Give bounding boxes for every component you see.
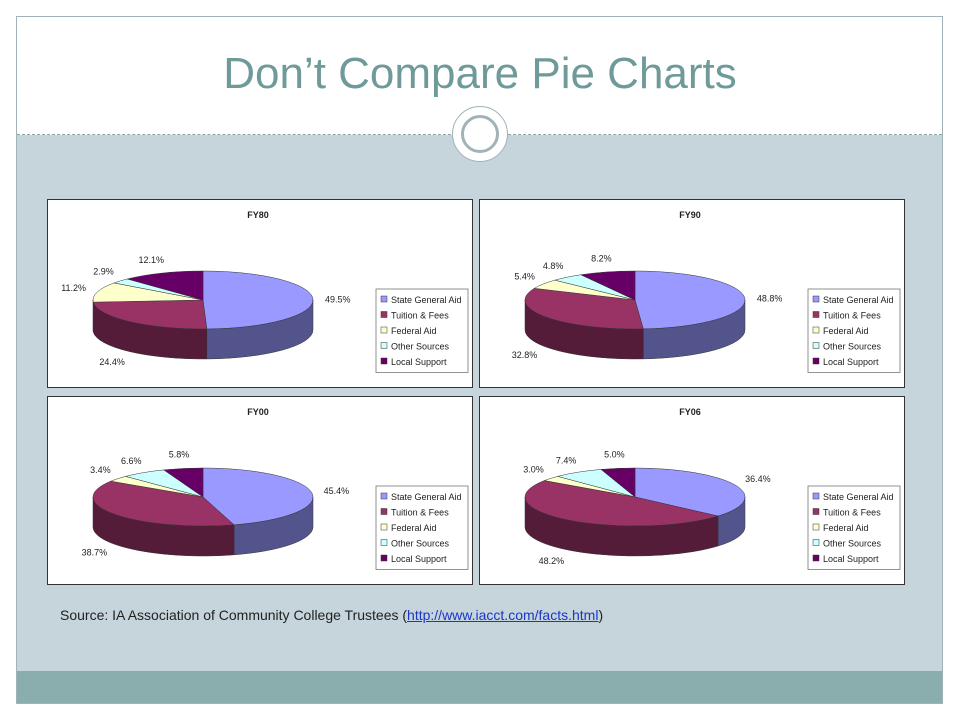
legend xyxy=(807,288,901,373)
legend-swatch-state-general-aid xyxy=(380,492,388,500)
pie-chart-fy90: FY90 48.8% 32.8% 5.4% 4.8% 8.2% State General … xyxy=(512,210,901,373)
data-label-local-support: 8.2% xyxy=(591,253,612,263)
pie-slice-local-support xyxy=(600,467,636,498)
pie-slice-state-general-aid xyxy=(634,270,746,330)
pie-chart-fy00: FY00 45.4% 38.7% 3.4% 6.6% 5.8% State General … xyxy=(82,407,469,570)
chart-panel-fy80: FY80 49.5% 24.4% 11.2% 2.9% 12.1% State Genera… xyxy=(47,199,473,388)
data-label-state-general-aid: 36.4% xyxy=(745,474,771,484)
legend-swatch-federal-aid xyxy=(812,326,820,334)
legend-entry-tuition-fees: Tuition & Fees xyxy=(391,311,449,321)
chart-title: FY80 xyxy=(247,210,269,220)
data-label-federal-aid: 5.4% xyxy=(514,271,535,281)
chart-panel-fy00: FY00 45.4% 38.7% 3.4% 6.6% 5.8% State General … xyxy=(47,396,473,585)
legend-swatch-tuition-fees xyxy=(812,311,820,318)
legend xyxy=(375,288,469,373)
legend-entry-other-sources: Other Sources xyxy=(823,539,882,549)
data-label-local-support: 5.8% xyxy=(169,450,190,460)
legend-swatch-local-support xyxy=(812,357,820,365)
legend-entry-state-general-aid: State General Aid xyxy=(823,295,894,305)
legend-entry-state-general-aid: State General Aid xyxy=(391,295,462,305)
pie-chart-fy80: FY80 49.5% 24.4% 11.2% 2.9% 12.1% State Genera… xyxy=(61,210,469,373)
chart-title: FY90 xyxy=(679,210,701,220)
data-label-state-general-aid: 45.4% xyxy=(324,486,350,496)
pie-slice-tuition-fees xyxy=(524,288,644,330)
legend-entry-federal-aid: Federal Aid xyxy=(823,326,869,336)
legend-entry-tuition-fees: Tuition & Fees xyxy=(391,508,449,518)
pie-slice-state-general-aid xyxy=(202,270,314,330)
legend-swatch-federal-aid xyxy=(812,523,820,531)
legend-entry-other-sources: Other Sources xyxy=(391,539,450,549)
pie-slice-tuition-fees xyxy=(92,480,235,527)
data-label-local-support: 12.1% xyxy=(139,255,165,265)
legend-swatch-other-sources xyxy=(380,342,388,349)
pie-slice-tuition-fees xyxy=(92,299,208,330)
bottom-band xyxy=(17,671,942,703)
data-label-state-general-aid: 49.5% xyxy=(325,294,351,304)
pie-chart-fy06: FY06 36.4% 48.2% 3.0% 7.4% 5.0% State General … xyxy=(523,407,901,570)
data-label-other-sources: 2.9% xyxy=(93,267,114,277)
pie-slice-local-support xyxy=(579,270,636,301)
legend-entry-federal-aid: Federal Aid xyxy=(391,523,437,533)
legend-entry-local-support: Local Support xyxy=(391,554,447,564)
data-label-tuition-fees: 48.2% xyxy=(539,556,565,566)
legend-swatch-state-general-aid xyxy=(812,492,820,500)
legend-swatch-tuition-fees xyxy=(380,508,388,515)
data-label-other-sources: 4.8% xyxy=(543,261,564,271)
legend-swatch-federal-aid xyxy=(380,326,388,334)
slide-title: Don’t Compare Pie Charts xyxy=(223,49,737,98)
legend-entry-state-general-aid: State General Aid xyxy=(823,492,894,502)
legend-entry-tuition-fees: Tuition & Fees xyxy=(823,311,881,321)
legend-swatch-federal-aid xyxy=(380,523,388,531)
data-label-other-sources: 7.4% xyxy=(556,455,577,465)
legend-entry-local-support: Local Support xyxy=(391,357,447,367)
pie-slice-local-support xyxy=(126,270,204,301)
legend xyxy=(375,485,469,570)
legend-swatch-other-sources xyxy=(812,342,820,349)
legend-entry-other-sources: Other Sources xyxy=(391,342,450,352)
legend-swatch-state-general-aid xyxy=(812,295,820,303)
chart-panel-fy06: FY06 36.4% 48.2% 3.0% 7.4% 5.0% State General … xyxy=(479,396,905,585)
legend-swatch-state-general-aid xyxy=(380,295,388,303)
data-label-other-sources: 6.6% xyxy=(121,456,142,466)
data-label-tuition-fees: 38.7% xyxy=(82,548,108,558)
legend-swatch-local-support xyxy=(812,554,820,562)
data-label-federal-aid: 3.4% xyxy=(90,465,111,475)
legend-entry-state-general-aid: State General Aid xyxy=(391,492,462,502)
source-link[interactable]: http://www.iacct.com/facts.html xyxy=(407,607,599,623)
pie-slice-state-general-aid xyxy=(202,467,314,526)
circle-ornament-icon xyxy=(452,106,508,162)
legend-swatch-tuition-fees xyxy=(380,311,388,318)
source-text: Source: IA Association of Community Coll… xyxy=(60,607,408,623)
legend-entry-federal-aid: Federal Aid xyxy=(823,523,869,533)
pie-slice-state-general-aid xyxy=(634,467,746,517)
data-label-tuition-fees: 32.8% xyxy=(512,350,538,360)
data-label-tuition-fees: 24.4% xyxy=(99,357,125,367)
chart-panel-fy90: FY90 48.8% 32.8% 5.4% 4.8% 8.2% State General … xyxy=(479,199,905,388)
data-label-local-support: 5.0% xyxy=(604,450,625,460)
legend-swatch-other-sources xyxy=(380,539,388,546)
pie-slice-tuition-fees xyxy=(524,480,719,527)
legend-swatch-local-support xyxy=(380,554,388,562)
legend-swatch-local-support xyxy=(380,357,388,365)
legend-entry-tuition-fees: Tuition & Fees xyxy=(823,508,881,518)
legend-swatch-other-sources xyxy=(812,539,820,546)
pie-slice-federal-aid xyxy=(92,282,204,303)
data-label-federal-aid: 3.0% xyxy=(523,464,544,474)
chart-title: FY06 xyxy=(679,407,701,417)
legend-entry-federal-aid: Federal Aid xyxy=(391,326,437,336)
pie-slice-local-support xyxy=(163,467,204,498)
legend xyxy=(807,485,901,570)
chart-title: FY00 xyxy=(247,407,269,417)
source-citation: Source: IA Association of Community Coll… xyxy=(60,607,603,623)
data-label-state-general-aid: 48.8% xyxy=(757,293,783,303)
data-label-federal-aid: 11.2% xyxy=(61,283,86,293)
source-text-end: ) xyxy=(598,607,604,623)
legend-swatch-tuition-fees xyxy=(812,508,820,515)
legend-entry-local-support: Local Support xyxy=(823,357,879,367)
legend-entry-local-support: Local Support xyxy=(823,554,879,564)
legend-entry-other-sources: Other Sources xyxy=(823,342,882,352)
